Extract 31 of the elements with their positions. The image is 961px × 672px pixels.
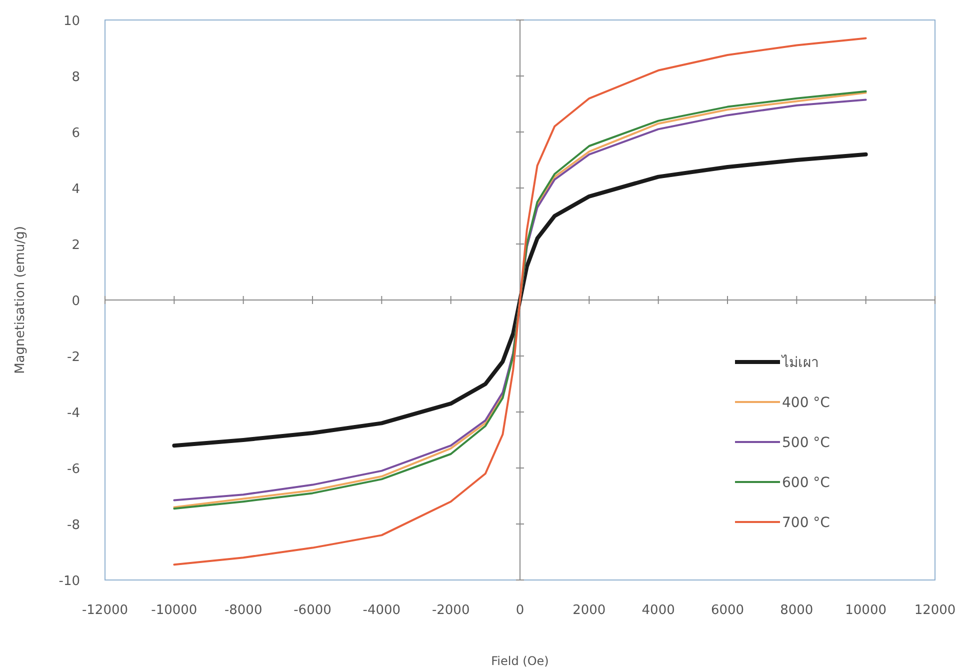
x-tick-label: -2000 bbox=[432, 603, 470, 618]
y-tick-label: -8 bbox=[67, 518, 80, 533]
y-tick-label: 0 bbox=[72, 294, 80, 309]
legend-label: ไม่เผา bbox=[781, 354, 819, 371]
x-tick-label: -12000 bbox=[82, 603, 128, 618]
x-tick-label: 6000 bbox=[710, 603, 744, 618]
x-tick-label: -4000 bbox=[362, 603, 401, 618]
x-tick-label: 12000 bbox=[914, 603, 956, 618]
y-tick-label: -4 bbox=[67, 406, 80, 421]
x-tick-label: -8000 bbox=[224, 603, 262, 618]
x-tick-label: -10000 bbox=[151, 603, 198, 618]
legend-label: 400 °C bbox=[782, 395, 830, 411]
y-tick-label: 2 bbox=[72, 238, 80, 253]
x-tick-label: -6000 bbox=[294, 603, 332, 618]
y-axis-title: Magnetisation (emu/g) bbox=[13, 226, 28, 374]
y-tick-label: -10 bbox=[58, 574, 80, 589]
x-tick-label: 4000 bbox=[642, 603, 675, 618]
x-tick-label: 8000 bbox=[780, 603, 814, 618]
x-tick-label: 2000 bbox=[572, 603, 606, 618]
y-tick-label: 4 bbox=[72, 182, 80, 197]
y-tick-label: -2 bbox=[67, 350, 80, 365]
legend-label: 700 °C bbox=[782, 515, 830, 531]
x-tick-label: 10000 bbox=[845, 603, 887, 618]
y-tick-label: 10 bbox=[63, 14, 80, 29]
y-tick-label: -6 bbox=[67, 462, 80, 477]
y-tick-label: 8 bbox=[72, 70, 80, 85]
x-axis-title: Field (Oe) bbox=[491, 654, 549, 668]
x-tick-label: 0 bbox=[516, 603, 524, 618]
y-tick-label: 6 bbox=[72, 126, 80, 141]
legend-label: 500 °C bbox=[782, 435, 830, 451]
legend-label: 600 °C bbox=[782, 475, 830, 491]
